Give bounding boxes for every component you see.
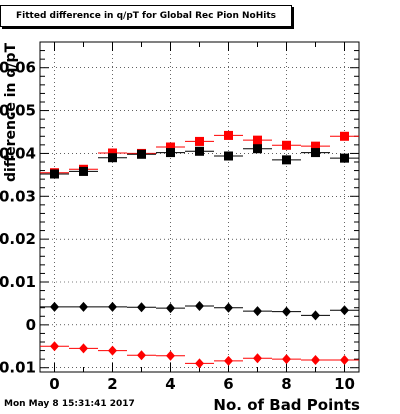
y-tick-label: 0.02 [0,230,36,248]
data-point [50,341,59,352]
y-tick-label: 0.03 [0,187,36,205]
data-point [224,130,233,140]
data-point [108,153,117,163]
data-point [195,301,204,311]
data-point [311,355,320,365]
data-point [253,144,262,154]
data-point [340,305,349,316]
y-tick-label: 0.05 [0,102,36,120]
data-point [253,135,262,145]
data-point [79,343,88,354]
data-point [282,155,291,165]
data-point [166,303,175,314]
data-point [108,345,117,356]
data-point [253,306,262,317]
y-axis-label: difference in q/pT [3,42,19,182]
data-point [224,355,233,366]
data-point [340,355,349,365]
data-point [108,301,117,312]
chart-title: Fitted difference in q/pT for Global Rec… [0,5,292,27]
data-point [282,140,291,150]
data-point [195,136,204,146]
data-point [282,354,291,365]
data-point [311,148,320,158]
data-point [166,350,175,361]
data-point [311,310,320,321]
y-tick-label: 0 [26,316,36,334]
data-point [50,169,59,179]
x-tick-label: 2 [107,375,117,393]
data-point [79,301,88,312]
y-tick-label: 0.01 [0,273,36,291]
data-point [311,141,320,151]
data-point [224,151,233,161]
data-point [137,302,146,313]
data-point [195,358,204,369]
data-point [137,350,146,361]
data-point [137,149,146,159]
data-point [108,148,117,158]
y-tick-label: 0.04 [0,144,36,162]
x-tick-label: 4 [165,375,175,393]
x-tick-label: 10 [334,375,355,393]
data-point [79,166,88,176]
data-point [224,302,233,313]
y-tick-label: 0.06 [0,59,36,77]
x-tick-label: 0 [49,375,59,393]
x-axis-label: No. of Bad Points [213,396,360,414]
data-point [340,131,349,141]
timestamp: Mon May 8 15:31:41 2017 [4,399,135,409]
data-point [50,301,59,312]
data-point [253,353,262,364]
y-tick-label: -0.01 [0,359,36,377]
plot-frame [39,41,360,373]
data-point [166,148,175,158]
x-tick-label: 8 [281,375,291,393]
data-point [340,153,349,163]
data-point [195,146,204,156]
data-point [282,306,291,317]
data-point [166,142,175,152]
x-tick-label: 6 [223,375,233,393]
